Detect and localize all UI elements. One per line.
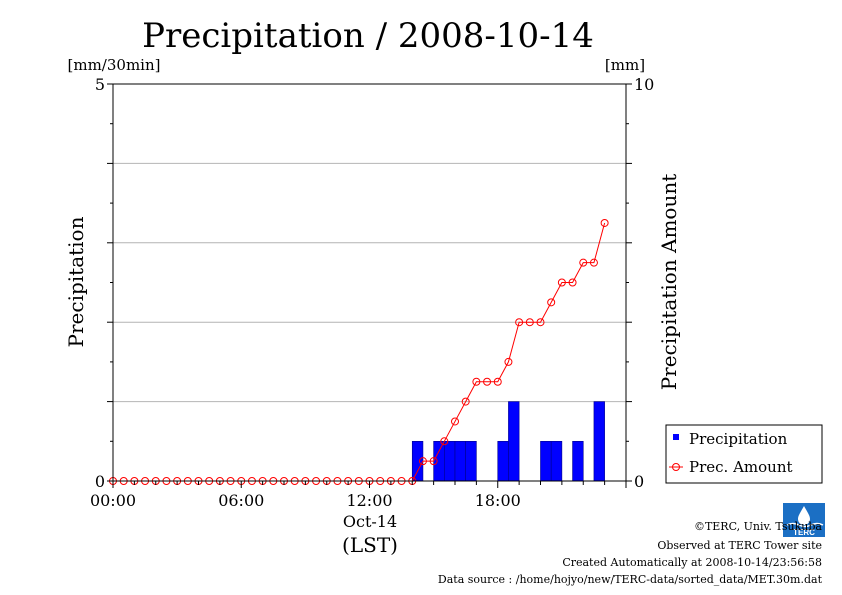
data-source-text: Data source : /home/hojyo/new/TERC-data/… xyxy=(437,573,822,586)
y-right-tick-label: 10 xyxy=(634,75,654,94)
x-tick-label: 06:00 xyxy=(218,491,264,510)
legend-circle-marker xyxy=(672,463,680,471)
precipitation-bar xyxy=(593,401,605,482)
legend-bar-marker xyxy=(673,434,679,440)
x-tick-label: 18:00 xyxy=(475,491,521,510)
y-left-tick-label: 5 xyxy=(95,75,105,94)
legend-prec-amount: Prec. Amount xyxy=(689,458,793,476)
precipitation-bar xyxy=(497,440,509,482)
precipitation-bar xyxy=(508,401,520,482)
amount-point xyxy=(547,298,556,307)
chart-title: Precipitation / 2008-10-14 xyxy=(142,16,594,56)
amount-point xyxy=(461,397,470,406)
precipitation-bar xyxy=(433,440,445,482)
amount-point xyxy=(579,258,588,267)
amount-point xyxy=(429,457,438,466)
amount-point xyxy=(589,258,598,267)
left-axis-label: Precipitation xyxy=(64,216,88,347)
y-left-tick-label: 0 xyxy=(95,472,105,491)
right-axis-unit: [mm] xyxy=(605,56,645,74)
plot-frame xyxy=(112,83,627,482)
precipitation-bar xyxy=(411,440,424,482)
amount-point xyxy=(451,417,459,426)
amount-point xyxy=(504,357,513,366)
date-label: Oct-14 xyxy=(343,512,397,531)
terc-logo-icon: TERC xyxy=(783,503,825,537)
legend-box xyxy=(665,424,823,484)
amount-point xyxy=(493,377,502,386)
precipitation-bar xyxy=(550,440,563,482)
amount-point xyxy=(525,318,534,327)
observed-text: Observed at TERC Tower site xyxy=(657,539,822,552)
grid xyxy=(113,162,626,403)
logo-text: TERC xyxy=(793,528,815,537)
amount-point xyxy=(418,457,427,466)
x-axis-label: (LST) xyxy=(342,533,398,557)
amount-point xyxy=(557,278,566,287)
amount-point xyxy=(515,318,524,327)
copyright-text: ©TERC, Univ. Tsukuba xyxy=(693,520,822,533)
left-axis-unit: [mm/30min] xyxy=(68,56,161,74)
amount-point xyxy=(568,278,577,287)
amount-point xyxy=(600,218,609,227)
precipitation-bar xyxy=(572,440,584,482)
amount-line xyxy=(109,218,609,485)
precipitation-bar xyxy=(465,440,477,482)
created-text: Created Automatically at 2008-10-14/23:5… xyxy=(562,556,822,569)
amount-point xyxy=(440,437,449,446)
legend-precipitation: Precipitation xyxy=(689,430,788,448)
x-tick-label: 12:00 xyxy=(346,491,392,510)
precipitation-bar xyxy=(540,440,552,482)
amount-polyline xyxy=(113,222,606,482)
right-axis-label: Precipitation Amount xyxy=(657,174,681,391)
y-right-tick-label: 0 xyxy=(634,472,644,491)
precipitation-bar xyxy=(454,440,466,482)
legend: Precipitation Prec. Amount xyxy=(665,424,823,484)
axis-ticks: 0 5 0 10 00:00 06:00 12:00 18:00 xyxy=(90,75,654,510)
precipitation-bar xyxy=(444,440,456,482)
precipitation-bars xyxy=(411,401,605,482)
amount-point xyxy=(536,318,545,327)
amount-point xyxy=(472,377,481,386)
x-tick-label: 00:00 xyxy=(90,491,136,510)
amount-point xyxy=(483,377,492,386)
